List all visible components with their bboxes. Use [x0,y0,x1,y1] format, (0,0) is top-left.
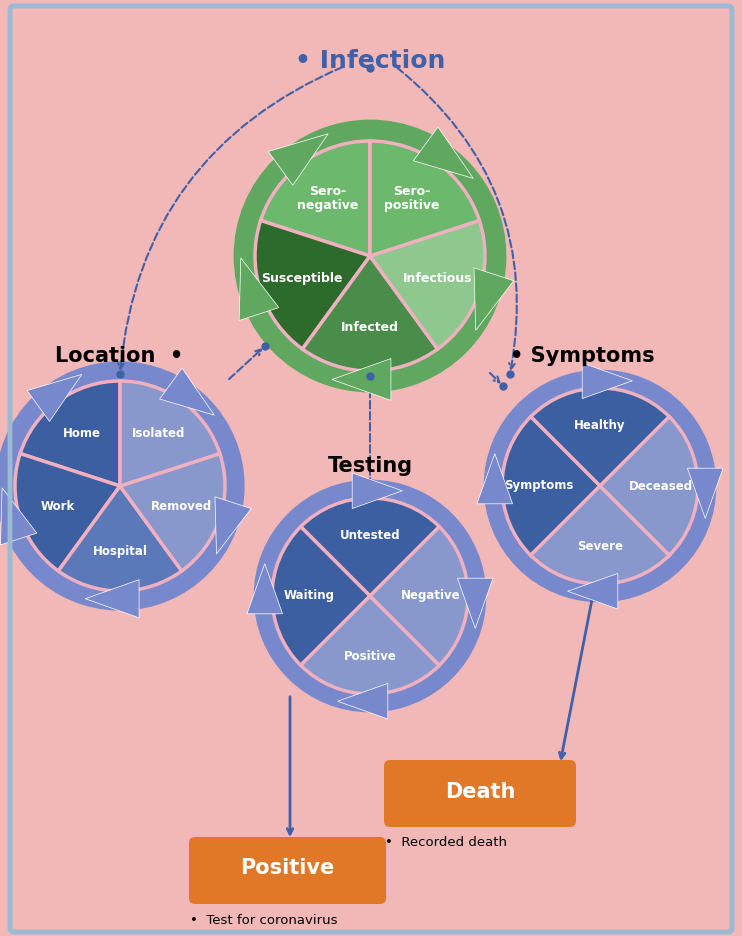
Polygon shape [338,683,388,719]
Text: Symptoms: Symptoms [505,479,574,492]
Wedge shape [301,596,439,694]
Text: Work: Work [41,500,75,513]
Text: Sero-
negative: Sero- negative [298,184,359,212]
FancyBboxPatch shape [189,837,386,904]
Wedge shape [370,527,468,665]
Text: Positive: Positive [344,651,396,664]
Text: •  Test for coronavirus: • Test for coronavirus [190,914,338,927]
Text: Location  •: Location • [55,346,183,366]
Text: • Infection: • Infection [295,49,445,73]
Polygon shape [352,473,402,508]
Text: Testing: Testing [327,456,413,476]
Wedge shape [370,141,479,256]
Wedge shape [301,498,439,596]
Polygon shape [85,579,139,618]
Wedge shape [600,417,698,555]
Wedge shape [502,417,600,555]
Polygon shape [239,258,279,320]
Polygon shape [247,563,283,614]
Text: •  Recorded death: • Recorded death [385,837,507,850]
Text: Removed: Removed [151,500,212,513]
FancyBboxPatch shape [384,760,576,827]
Wedge shape [531,388,669,486]
Text: Sero-
positive: Sero- positive [384,184,440,212]
Text: Hospital: Hospital [93,545,148,558]
Circle shape [255,480,486,711]
Text: Susceptible: Susceptible [261,271,343,285]
Text: Severe: Severe [577,540,623,553]
Polygon shape [413,127,473,179]
Text: Death: Death [444,782,515,801]
Text: Isolated: Isolated [131,427,185,440]
Text: Waiting: Waiting [283,590,335,603]
Polygon shape [1,488,37,545]
Text: • Symptoms: • Symptoms [510,346,654,366]
Text: Home: Home [63,427,101,440]
Polygon shape [687,468,723,519]
Circle shape [0,362,244,610]
Circle shape [485,371,715,602]
Polygon shape [215,497,252,554]
Polygon shape [332,358,391,401]
Text: Positive: Positive [240,858,335,879]
Wedge shape [260,141,370,256]
Polygon shape [568,574,618,609]
Polygon shape [160,368,214,416]
Polygon shape [477,454,513,504]
Wedge shape [272,527,370,665]
Wedge shape [20,381,120,486]
Polygon shape [582,363,632,399]
Text: Deceased: Deceased [628,479,693,492]
Wedge shape [303,256,438,371]
Text: Infectious: Infectious [403,271,473,285]
Wedge shape [255,221,370,349]
Circle shape [234,121,506,391]
Text: Untested: Untested [340,529,401,542]
Wedge shape [59,486,182,591]
Text: Healthy: Healthy [574,418,626,431]
Wedge shape [531,486,669,584]
Wedge shape [120,381,220,486]
Wedge shape [370,221,485,349]
Text: Infected: Infected [341,321,399,334]
Wedge shape [15,454,120,571]
Polygon shape [27,374,82,421]
Polygon shape [457,578,493,628]
Polygon shape [474,268,513,330]
Wedge shape [120,454,225,571]
Polygon shape [268,134,328,185]
Text: Negative: Negative [401,590,461,603]
